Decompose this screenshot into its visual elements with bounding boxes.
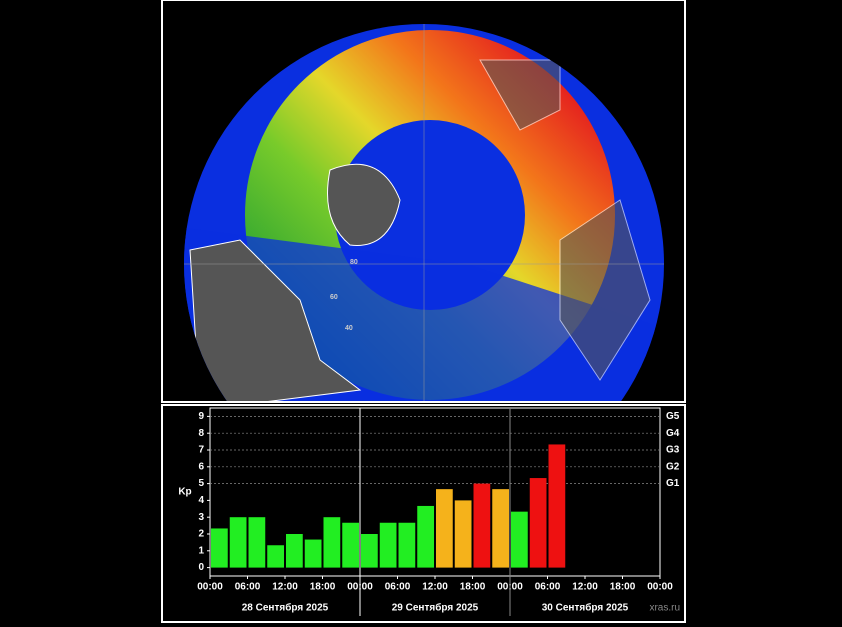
land	[189, 239, 362, 401]
bar	[267, 545, 284, 568]
bar	[229, 517, 247, 568]
bar	[211, 528, 228, 568]
map-grid-label: 80	[350, 259, 358, 266]
source: xras.ru	[649, 603, 680, 614]
y-axis-label: Kp	[178, 487, 191, 498]
x-tick-label: 06:00	[235, 582, 261, 593]
bar	[361, 534, 378, 568]
bar	[417, 505, 434, 568]
x-tick-label: 00:00	[647, 582, 673, 593]
y2-tick-label: G4	[666, 428, 680, 439]
bar	[492, 489, 509, 568]
x-tick-label: 12:00	[422, 582, 448, 593]
x-tick-label: 12:00	[572, 582, 598, 593]
y2-tick-label: G3	[666, 445, 680, 456]
bar	[454, 500, 472, 568]
bar	[304, 539, 322, 568]
bar	[248, 517, 266, 568]
x-tick-label: 06:00	[385, 582, 411, 593]
bar	[529, 478, 547, 568]
y2-tick-label: G2	[666, 461, 680, 472]
aurora-map: 80 60 40	[184, 24, 664, 401]
x-tick-label: 18:00	[610, 582, 636, 593]
bar	[398, 522, 416, 568]
land	[479, 59, 561, 131]
bar	[548, 444, 566, 568]
y-tick-label: 9	[198, 411, 204, 422]
y-tick-label: 4	[198, 495, 204, 506]
land	[327, 163, 401, 246]
x-tick-label: 18:00	[460, 582, 486, 593]
bar	[379, 522, 397, 568]
y-tick-label: 3	[198, 512, 204, 523]
bar	[286, 534, 303, 568]
y-tick-label: 2	[198, 529, 204, 540]
x-tick-label: 12:00	[272, 582, 298, 593]
map-grid-label: 40	[345, 325, 353, 332]
bar	[436, 489, 453, 568]
bar	[323, 517, 341, 568]
y2-tick-label: G5	[666, 411, 680, 422]
y-tick-label: 7	[198, 445, 204, 456]
bar	[342, 522, 359, 568]
bar	[511, 511, 528, 568]
y-tick-label: 1	[198, 545, 204, 556]
map-grid-label: 60	[330, 294, 338, 301]
x-tick-label: 00:00	[197, 582, 223, 593]
day-label: 28 Сентября 2025	[242, 602, 329, 614]
y-tick-label: 0	[198, 562, 204, 573]
day-label: 29 Сентября 2025	[392, 602, 479, 614]
bar	[473, 483, 491, 568]
y-tick-label: 5	[198, 478, 204, 489]
y2-tick-label: G1	[666, 478, 680, 489]
y-tick-label: 8	[198, 428, 204, 439]
land	[559, 199, 651, 381]
x-tick-label: 18:00	[310, 582, 336, 593]
y-tick-label: 6	[198, 461, 204, 472]
day-label: 30 Сентября 2025	[542, 602, 629, 614]
x-tick-label: 06:00	[535, 582, 561, 593]
